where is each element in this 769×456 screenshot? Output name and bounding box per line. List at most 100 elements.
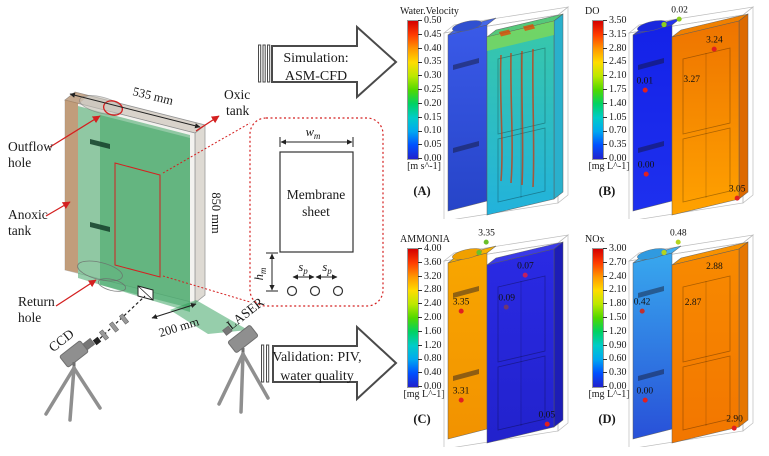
svg-text:hole: hole: [8, 155, 31, 170]
optical-path: [91, 295, 146, 347]
colorbar-tick: 1.40: [603, 98, 627, 109]
velocity-streaks: [487, 21, 554, 188]
measurement-point: 0.09: [498, 294, 515, 310]
measurement-point: 0.01: [636, 77, 653, 93]
colorbar-tick: 1.80: [603, 298, 627, 309]
label-oxic-tank: Oxic: [224, 87, 250, 102]
membrane-cage-outline: [497, 47, 546, 203]
membrane-cage-outline: [497, 275, 546, 431]
oxic-tank-volume: [671, 241, 749, 444]
colorbar-units: [mg L^-1]: [588, 161, 630, 172]
colorbar-tick: 0.15: [418, 112, 442, 123]
measurement-dot: [544, 421, 550, 427]
dim-hm: hm: [252, 267, 268, 280]
measurement-point: 2.90: [726, 415, 743, 431]
colorbar-units: [m s^-1]: [407, 161, 441, 172]
colorbar-ticks: 0.50 0.45 0.40 0.35 0.30 0.25 0.20 0.15 0.10 0.05…: [418, 15, 452, 164]
laser-device-tripod: [217, 325, 270, 414]
colorbar-tick: 0.80: [418, 353, 442, 364]
membrane-cage-outline: [682, 47, 731, 203]
contour-rendering: [441, 3, 575, 219]
colorbar-tick: 2.70: [603, 257, 627, 268]
anoxic-wall-tan: [65, 100, 78, 273]
colorbar-tick: 2.40: [603, 271, 627, 282]
measurement-dot: [522, 272, 528, 278]
cfd-panel: Water.Velocity 0.50 0.45 0.40 0.35 0.30 0.25 0…: [396, 0, 581, 228]
dimension-depth: 200 mm: [157, 314, 201, 340]
colorbar-tick: 1.75: [603, 84, 627, 95]
svg-text:tank: tank: [8, 223, 31, 238]
measurement-point: 0.42: [634, 298, 650, 315]
contour-rendering: 0.48 2.88 2.87 0.42 0.00 2.90: [626, 229, 760, 447]
colorbar-tick: 0.30: [418, 70, 442, 81]
colorbar-units: [mg L^-1]: [588, 389, 630, 400]
measurement-dot: [458, 397, 464, 403]
measurement-point: 2.87: [684, 298, 702, 309]
validation-arrow-label: Validation: PIV,: [272, 350, 361, 365]
measurement-dot: [484, 239, 490, 245]
svg-text:hole: hole: [18, 310, 41, 325]
colorbar-tick: 0.60: [603, 353, 627, 364]
dim-wm: wm: [306, 125, 321, 141]
dim-sp: sp: [298, 260, 308, 276]
colorbar-tick: 3.15: [603, 29, 627, 40]
svg-text:tank: tank: [226, 103, 249, 118]
colorbar-tick: 0.20: [418, 98, 442, 109]
colorbar-units: [mg L^-1]: [403, 389, 445, 400]
colorbar-title: DO: [585, 6, 600, 17]
measurement-dot: [504, 304, 510, 310]
colorbar-title: AMMONIA: [400, 234, 450, 245]
measurement-dot: [677, 16, 683, 22]
colorbar-tick: 3.00: [603, 243, 627, 254]
colorbar-tick: 1.60: [418, 326, 442, 337]
colorbar-tick: 0.25: [418, 84, 442, 95]
aerator-hole: [332, 285, 344, 297]
anoxic-tank-volume: [447, 245, 497, 440]
colorbar-tick: 2.40: [418, 298, 442, 309]
measurement-point: 3.24: [706, 35, 723, 52]
svg-text:water quality: water quality: [280, 369, 353, 384]
measurement-points: 0.02 3.24 3.27 0.01 0.00 3.05: [626, 3, 760, 219]
membrane-region-outline: [114, 162, 161, 278]
colorbar-tick: 4.00: [418, 243, 442, 254]
measurement-point: 0.00: [636, 387, 653, 403]
colorbar-tick: 1.20: [418, 340, 442, 351]
colorbar-tick: 3.60: [418, 257, 442, 268]
measurement-point: 0.05: [539, 410, 555, 427]
measurement-point: 3.35: [478, 229, 495, 245]
colorbar-ticks: 3.50 3.15 2.80 2.45 2.10 1.75 1.40 1.05 0.70 0.35…: [603, 15, 637, 164]
measurement-dot: [643, 171, 649, 177]
ccd-camera-tripod: [44, 337, 102, 422]
simulation-arrow-label: Simulation:: [283, 51, 348, 66]
dimension-height: 850 mm: [209, 192, 223, 234]
cfd-panels-grid: Water.Velocity 0.50 0.45 0.40 0.35 0.30 0.25 0…: [396, 0, 769, 456]
colorbar-tick: 0.00: [418, 381, 442, 392]
contour-rendering: 0.02 3.24 3.27 0.01 0.00 3.05: [626, 3, 760, 219]
measurement-points: 0.48 2.88 2.87 0.42 0.00 2.90: [626, 229, 760, 447]
colorbar-tick: 2.10: [603, 284, 627, 295]
measurement-dot: [642, 87, 648, 93]
measurement-dot: [732, 425, 738, 431]
panel-letter: (C): [413, 412, 431, 426]
colorbar-tick: 0.35: [418, 56, 442, 67]
measurement-dot: [734, 195, 740, 201]
simulation-arrow: Simulation: ASM-CFD: [258, 24, 398, 100]
colorbar-tick: 0.00: [603, 153, 627, 164]
colorbar-tick: 0.30: [603, 367, 627, 378]
inset-connector-lines: [162, 122, 251, 303]
panel-letter: (B): [598, 184, 616, 198]
anoxic-tank-volume: [632, 245, 682, 440]
anoxic-tank-volume: [632, 17, 682, 212]
piv-window: [137, 285, 154, 301]
colorbar-title: Water.Velocity: [400, 6, 459, 17]
dimension-width: 535 mm: [131, 84, 175, 108]
measurement-dot: [639, 309, 645, 315]
validation-arrow: Validation: PIV, water quality: [261, 324, 398, 402]
colorbar-tick: 3.50: [603, 15, 627, 26]
dim-sp: sp: [322, 260, 332, 276]
membrane-sheet-rect: [279, 151, 354, 253]
colorbar-tick: 1.20: [603, 326, 627, 337]
measurement-dot: [711, 46, 717, 52]
dimension-lines: [69, 92, 201, 319]
panel-letter: (D): [598, 412, 616, 426]
